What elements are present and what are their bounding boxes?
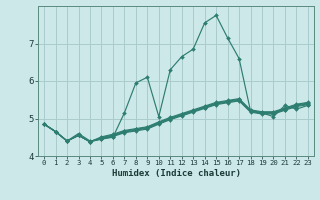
X-axis label: Humidex (Indice chaleur): Humidex (Indice chaleur) [111,169,241,178]
